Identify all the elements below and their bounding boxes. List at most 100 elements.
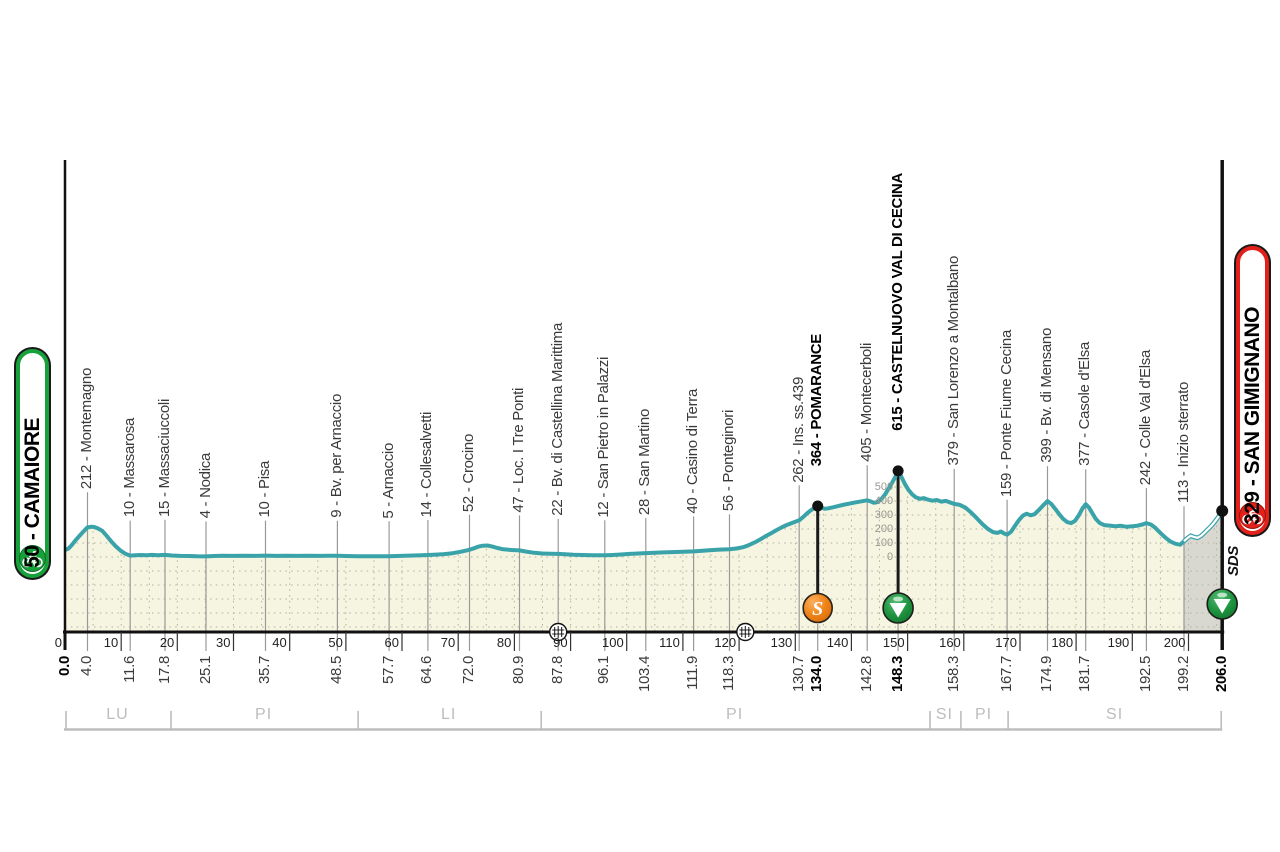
waypoint-label: 159 - Ponte Fiume Cecina <box>997 329 1015 497</box>
axis-tick-label: 150 <box>882 635 905 650</box>
level-crossing-icon <box>549 622 568 642</box>
distance-label: 64.6 <box>418 656 436 684</box>
waypoint-label: 262 - Ins. ss.439 <box>789 376 807 483</box>
waypoint-label: 15 - Massaciuccoli <box>155 398 173 517</box>
elevation-scale-label: 500 <box>874 481 894 493</box>
distance-label: 17.8 <box>155 656 173 684</box>
axis-tick-label: 190 <box>1107 635 1130 650</box>
distance-label: 142.8 <box>857 656 875 693</box>
waypoint-label: 40 - Casino di Terra <box>684 388 702 514</box>
axis-tick-label: 170 <box>995 635 1017 650</box>
waypoint-label: 52 - Crocino <box>460 433 477 512</box>
axis-tick-label: 20 <box>159 635 175 650</box>
waypoint-label: 615 - CASTELNUOVO VAL DI CECINA <box>888 173 906 431</box>
axis-tick-label: 70 <box>440 635 456 650</box>
axis-tick-label: 0 <box>54 635 62 650</box>
distance-label: 158.3 <box>944 656 962 693</box>
waypoint-label: 405 - Montecerboli <box>857 343 875 463</box>
waypoint-label: 5 - Arnaccio <box>379 442 397 519</box>
waypoint-label: 22 - Bv. di Castellina Marittima <box>548 323 566 516</box>
distance-label: 0.0 <box>55 656 73 676</box>
axis-tick-label: 110 <box>659 635 680 650</box>
waypoint-label: 12 - San Pietro in Palazzi <box>595 356 613 518</box>
distance-label: 11.6 <box>120 656 138 683</box>
distance-label: 118.3 <box>720 656 737 691</box>
distance-label: 130.7 <box>789 656 807 693</box>
axis-tick-label: 180 <box>1051 635 1074 650</box>
svg-text:S: S <box>812 598 823 620</box>
distance-label: 167.7 <box>997 656 1015 693</box>
kom-icon <box>1206 588 1238 620</box>
distance-label: 48.5 <box>327 656 345 684</box>
start-badge: 50 - CAMAIORE <box>16 349 49 578</box>
distance-label: 96.1 <box>595 656 613 684</box>
distance-label: 103.4 <box>636 656 654 693</box>
cyclist-icon <box>19 545 46 572</box>
distance-label: 199.2 <box>1174 656 1192 693</box>
distance-label: 4.0 <box>78 656 95 676</box>
sprint-icon: S <box>802 592 834 624</box>
elevation-scale-label: 400 <box>874 495 894 507</box>
start-badge-label: 50 - CAMAIORE <box>21 418 44 568</box>
province-label: LU <box>106 706 129 723</box>
distance-label: 57.7 <box>379 656 397 684</box>
province-label: PI <box>255 706 273 723</box>
waypoint-label: 47 - Loc. I Tre Ponti <box>510 387 527 513</box>
elevation-scale-label: 100 <box>874 537 894 549</box>
waypoint-leader-lines <box>86 465 1185 651</box>
cyclist-icon <box>1239 502 1266 529</box>
axis-tick-label: 140 <box>826 635 849 650</box>
axis-tick-label: 40 <box>272 635 287 650</box>
markers: S <box>549 465 1238 642</box>
elevation-scale-label: 200 <box>874 523 894 535</box>
waypoint-label: 4 - Nodica <box>196 453 214 519</box>
axis-tick-label: 120 <box>714 635 737 650</box>
distance-label: 174.9 <box>1038 656 1055 693</box>
waypoint-label: 14 - Collesalvetti <box>418 411 436 517</box>
profile-line <box>64 468 1225 559</box>
waypoint-label: 56 - Ponteginori <box>720 410 737 512</box>
waypoint-label: 379 - San Lorenzo a Montalbano <box>944 256 962 466</box>
axis-tick-label: 50 <box>328 635 343 650</box>
waypoint-label: 399 - Bv. di Mensano <box>1038 328 1055 464</box>
waypoint-label: 242 - Colle Val d'Elsa <box>1136 349 1154 486</box>
axis-tick-label: 200 <box>1163 635 1186 650</box>
waypoint-label: 113 - Inizio sterrato <box>1174 382 1192 504</box>
distance-label: 206.0 <box>1212 656 1230 693</box>
distance-label: 111.9 <box>684 656 702 690</box>
finish-badge-label: 329 - SAN GIMIGNANO <box>1241 306 1264 525</box>
waypoint-label: 10 - Massarosa <box>120 418 138 518</box>
gravel-sector-label: SDS <box>1225 546 1242 576</box>
distance-label: 80.9 <box>510 656 527 684</box>
elevation-scale-label: 0 <box>886 551 894 563</box>
distance-label: 35.7 <box>256 656 273 684</box>
finish-dot <box>1216 504 1229 517</box>
waypoint-label: 212 - Montemagno <box>78 368 95 490</box>
axis-tick-label: 90 <box>553 635 568 650</box>
waypoint-label: 10 - Pisa <box>256 461 273 518</box>
elevation-scale-label: 300 <box>874 509 894 521</box>
province-label: PI <box>974 706 993 723</box>
waypoint-label: 9 - Bv. per Arnaccio <box>327 393 345 518</box>
waypoint-label: 28 - San Martino <box>636 409 654 516</box>
finish-badge: 329 - SAN GIMIGNANO <box>1236 246 1269 535</box>
distance-label: 25.1 <box>196 656 214 684</box>
distance-label: 148.3 <box>888 656 906 693</box>
distance-label: 192.5 <box>1136 656 1154 693</box>
axis-tick-label: 60 <box>384 635 399 650</box>
distance-label: 181.7 <box>1076 656 1094 693</box>
distance-label: 134.0 <box>808 656 826 693</box>
province-label: PI <box>726 706 744 723</box>
axis-tick-label: 80 <box>496 635 512 650</box>
waypoint-label: 364 - POMARANCE <box>808 333 826 466</box>
province-label: LI <box>441 706 457 723</box>
province-bracket <box>64 711 1223 731</box>
axis-tick-label: 30 <box>216 635 231 650</box>
distance-label: 72.0 <box>460 656 477 684</box>
kom-icon <box>882 592 914 624</box>
province-label: SI <box>1106 706 1124 723</box>
axis-frame <box>63 160 1225 651</box>
axis-tick-label: 10 <box>103 635 119 650</box>
